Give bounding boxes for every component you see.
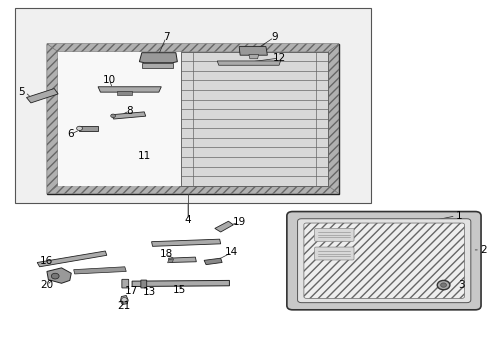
Text: 3: 3 bbox=[457, 280, 464, 290]
Ellipse shape bbox=[440, 283, 446, 287]
Polygon shape bbox=[327, 44, 338, 194]
Ellipse shape bbox=[436, 280, 449, 290]
Circle shape bbox=[77, 126, 82, 131]
FancyBboxPatch shape bbox=[303, 223, 464, 298]
Text: 13: 13 bbox=[142, 287, 156, 297]
Polygon shape bbox=[47, 186, 338, 194]
Text: 15: 15 bbox=[173, 285, 186, 296]
Bar bbox=[15, 8, 370, 203]
Polygon shape bbox=[120, 296, 128, 305]
Text: 12: 12 bbox=[272, 53, 285, 63]
Text: 8: 8 bbox=[126, 106, 133, 116]
Polygon shape bbox=[214, 221, 233, 232]
Polygon shape bbox=[58, 51, 327, 186]
Polygon shape bbox=[37, 251, 106, 267]
Polygon shape bbox=[239, 46, 267, 55]
Text: 6: 6 bbox=[67, 130, 74, 139]
FancyBboxPatch shape bbox=[314, 228, 353, 241]
Text: 4: 4 bbox=[184, 215, 191, 225]
Polygon shape bbox=[111, 112, 145, 119]
Text: 19: 19 bbox=[232, 217, 245, 227]
Circle shape bbox=[110, 114, 115, 118]
Polygon shape bbox=[248, 54, 258, 59]
Text: 20: 20 bbox=[41, 280, 53, 290]
Text: 18: 18 bbox=[159, 249, 172, 259]
Polygon shape bbox=[47, 44, 338, 194]
Circle shape bbox=[51, 273, 59, 279]
Polygon shape bbox=[74, 267, 126, 274]
Text: 17: 17 bbox=[124, 286, 138, 296]
Bar bbox=[117, 91, 132, 95]
FancyBboxPatch shape bbox=[297, 219, 470, 303]
Text: 5: 5 bbox=[19, 87, 25, 97]
Text: 1: 1 bbox=[455, 211, 462, 221]
Bar bbox=[142, 63, 173, 68]
Text: 9: 9 bbox=[270, 32, 277, 42]
Polygon shape bbox=[132, 280, 229, 287]
Text: 14: 14 bbox=[225, 247, 238, 257]
Polygon shape bbox=[47, 268, 71, 283]
Polygon shape bbox=[139, 53, 177, 63]
FancyBboxPatch shape bbox=[286, 212, 480, 310]
Circle shape bbox=[121, 298, 127, 302]
Polygon shape bbox=[151, 239, 220, 246]
Text: 16: 16 bbox=[40, 256, 54, 266]
FancyBboxPatch shape bbox=[314, 247, 353, 260]
Polygon shape bbox=[167, 259, 173, 263]
FancyBboxPatch shape bbox=[122, 279, 128, 288]
Text: 7: 7 bbox=[163, 32, 169, 42]
Text: 2: 2 bbox=[479, 245, 486, 255]
Polygon shape bbox=[26, 89, 58, 103]
Text: 10: 10 bbox=[102, 75, 116, 85]
FancyBboxPatch shape bbox=[141, 280, 146, 288]
Polygon shape bbox=[168, 257, 196, 262]
Polygon shape bbox=[203, 258, 222, 265]
Polygon shape bbox=[217, 61, 280, 65]
Text: 11: 11 bbox=[137, 150, 151, 161]
Text: 21: 21 bbox=[118, 301, 131, 311]
Polygon shape bbox=[79, 126, 98, 131]
Polygon shape bbox=[98, 87, 161, 92]
Polygon shape bbox=[47, 44, 338, 51]
Bar bbox=[181, 51, 327, 186]
Polygon shape bbox=[47, 44, 58, 194]
